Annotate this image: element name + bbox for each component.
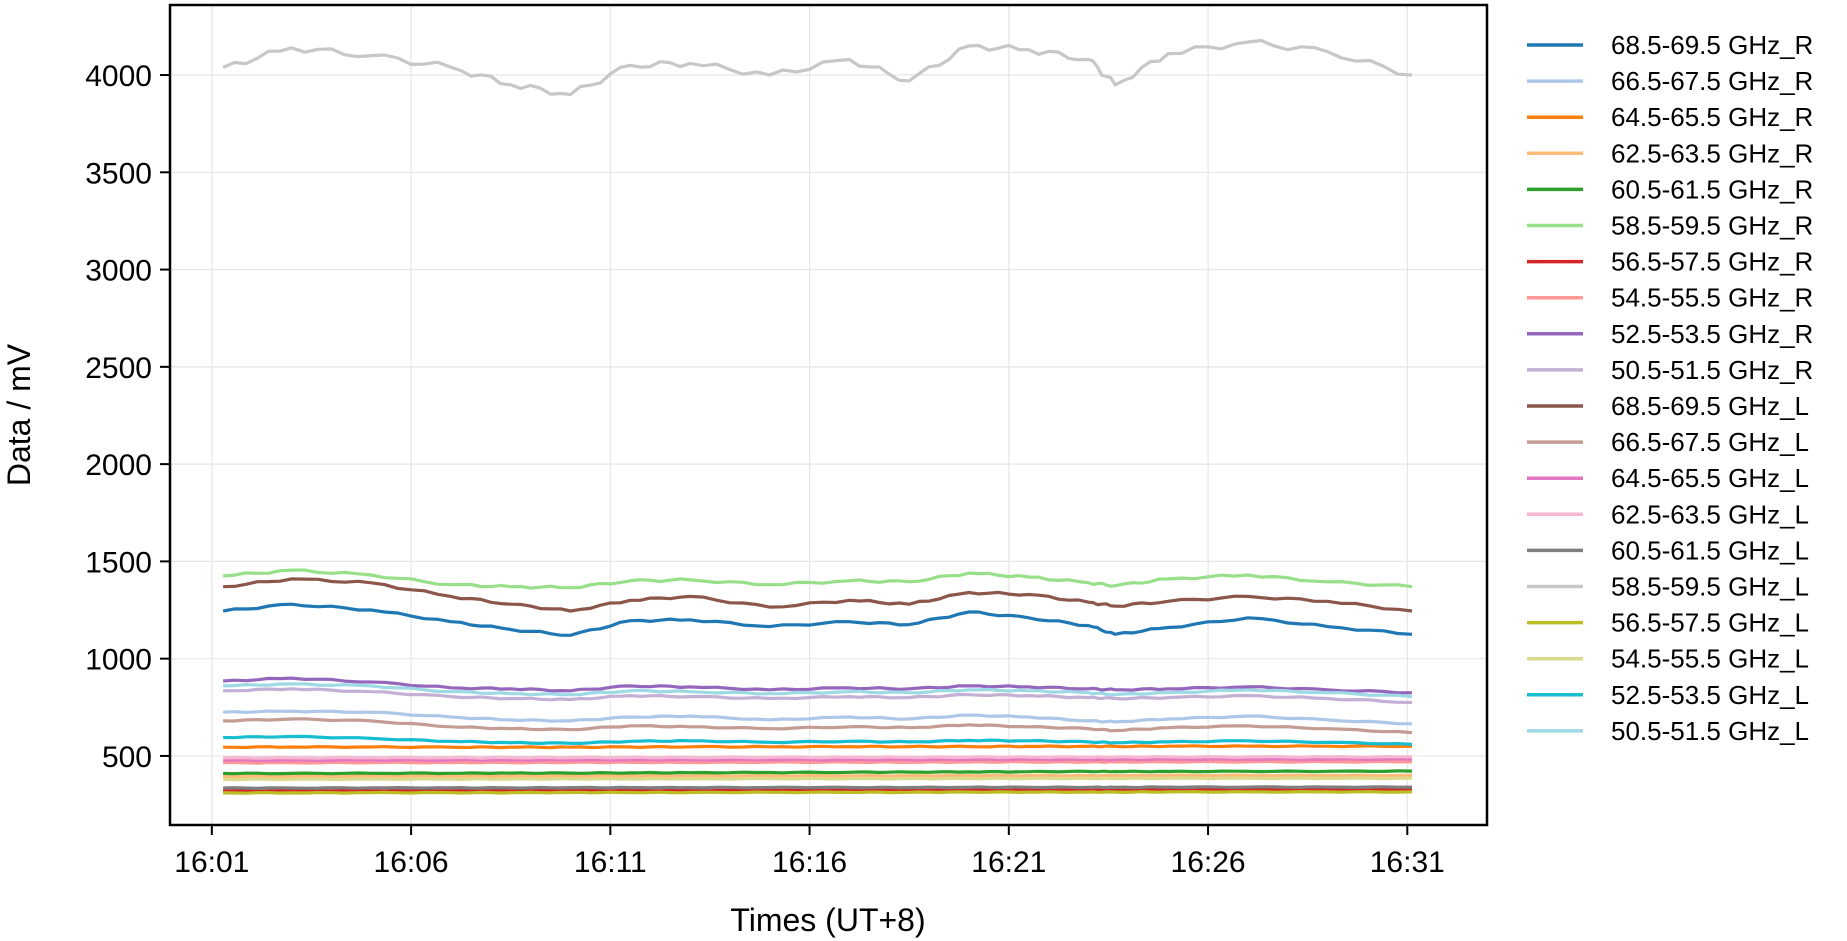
- series-line: [223, 687, 1413, 704]
- y-tick-label: 2000: [85, 449, 152, 482]
- series-line: [223, 682, 1413, 699]
- series-line: [223, 717, 1413, 735]
- x-tick-label: 16:26: [1171, 846, 1246, 879]
- grid: [170, 5, 1487, 825]
- legend-label: 64.5-65.5 GHz_L: [1611, 463, 1809, 493]
- y-tick-label: 3500: [85, 157, 152, 190]
- x-tick-label: 16:06: [374, 846, 449, 879]
- legend-label: 66.5-67.5 GHz_R: [1611, 66, 1813, 96]
- series-line: [223, 776, 1412, 782]
- series-line: [223, 785, 1413, 790]
- series-line: [223, 744, 1413, 750]
- series-line: [223, 734, 1413, 746]
- x-axis: 16:01 16:06 16:11 16:16 16:21 16:26 16:31: [174, 825, 1445, 879]
- legend-label: 54.5-55.5 GHz_R: [1611, 283, 1813, 313]
- series-line: [223, 769, 1413, 776]
- legend-label: 62.5-63.5 GHz_L: [1611, 499, 1809, 529]
- x-tick-label: 16:01: [174, 846, 249, 879]
- x-axis-title: Times (UT+8): [730, 902, 925, 938]
- series-line: [223, 759, 1413, 765]
- x-tick-label: 16:16: [772, 846, 847, 879]
- legend-label: 50.5-51.5 GHz_L: [1611, 716, 1809, 746]
- x-tick-label: 16:21: [971, 846, 1046, 879]
- series-line: [223, 577, 1413, 613]
- series-line: [223, 754, 1413, 760]
- series-line: [223, 709, 1413, 726]
- legend-label: 52.5-53.5 GHz_L: [1611, 680, 1809, 710]
- y-tick-label: 500: [102, 741, 152, 774]
- legend: 68.5-69.5 GHz_R 66.5-67.5 GHz_R 64.5-65.5 …: [1527, 30, 1813, 746]
- legend-label: 52.5-53.5 GHz_R: [1611, 319, 1813, 349]
- plot-frame: [168, 3, 1489, 827]
- y-tick-label: 3000: [85, 255, 152, 288]
- series-line: [222, 602, 1413, 637]
- legend-label: 56.5-57.5 GHz_L: [1611, 608, 1809, 638]
- y-tick-label: 1500: [85, 546, 152, 579]
- legend-label: 62.5-63.5 GHz_R: [1611, 138, 1813, 168]
- legend-label: 68.5-69.5 GHz_R: [1611, 30, 1813, 60]
- y-axis-title: Data / mV: [1, 343, 37, 486]
- series-line: [222, 38, 1413, 97]
- series-line: [223, 757, 1413, 763]
- legend-label: 58.5-59.5 GHz_L: [1611, 572, 1809, 602]
- legend-label: 66.5-67.5 GHz_L: [1611, 427, 1809, 457]
- series-lines: [222, 38, 1413, 795]
- y-tick-label: 2500: [85, 352, 152, 385]
- y-axis: 500 1000 1500 2000 2500 3000 3500 4000: [85, 60, 170, 774]
- legend-label: 50.5-51.5 GHz_R: [1611, 355, 1813, 385]
- series-line: [223, 788, 1413, 793]
- legend-label: 68.5-69.5 GHz_L: [1611, 391, 1809, 421]
- series-line: [222, 676, 1413, 695]
- x-tick-label: 16:11: [574, 846, 647, 879]
- legend-label: 58.5-59.5 GHz_R: [1611, 211, 1813, 241]
- legend-label: 64.5-65.5 GHz_R: [1611, 102, 1813, 132]
- series-line: [223, 773, 1412, 779]
- legend-label: 56.5-57.5 GHz_R: [1611, 247, 1813, 277]
- legend-label: 60.5-61.5 GHz_R: [1611, 174, 1813, 204]
- legend-label: 54.5-55.5 GHz_L: [1611, 644, 1809, 674]
- y-tick-label: 4000: [85, 60, 152, 93]
- series-line: [223, 790, 1413, 795]
- y-tick-label: 1000: [85, 644, 152, 677]
- series-line: [222, 568, 1413, 590]
- x-tick-label: 16:31: [1370, 846, 1445, 879]
- legend-label: 60.5-61.5 GHz_L: [1611, 535, 1809, 565]
